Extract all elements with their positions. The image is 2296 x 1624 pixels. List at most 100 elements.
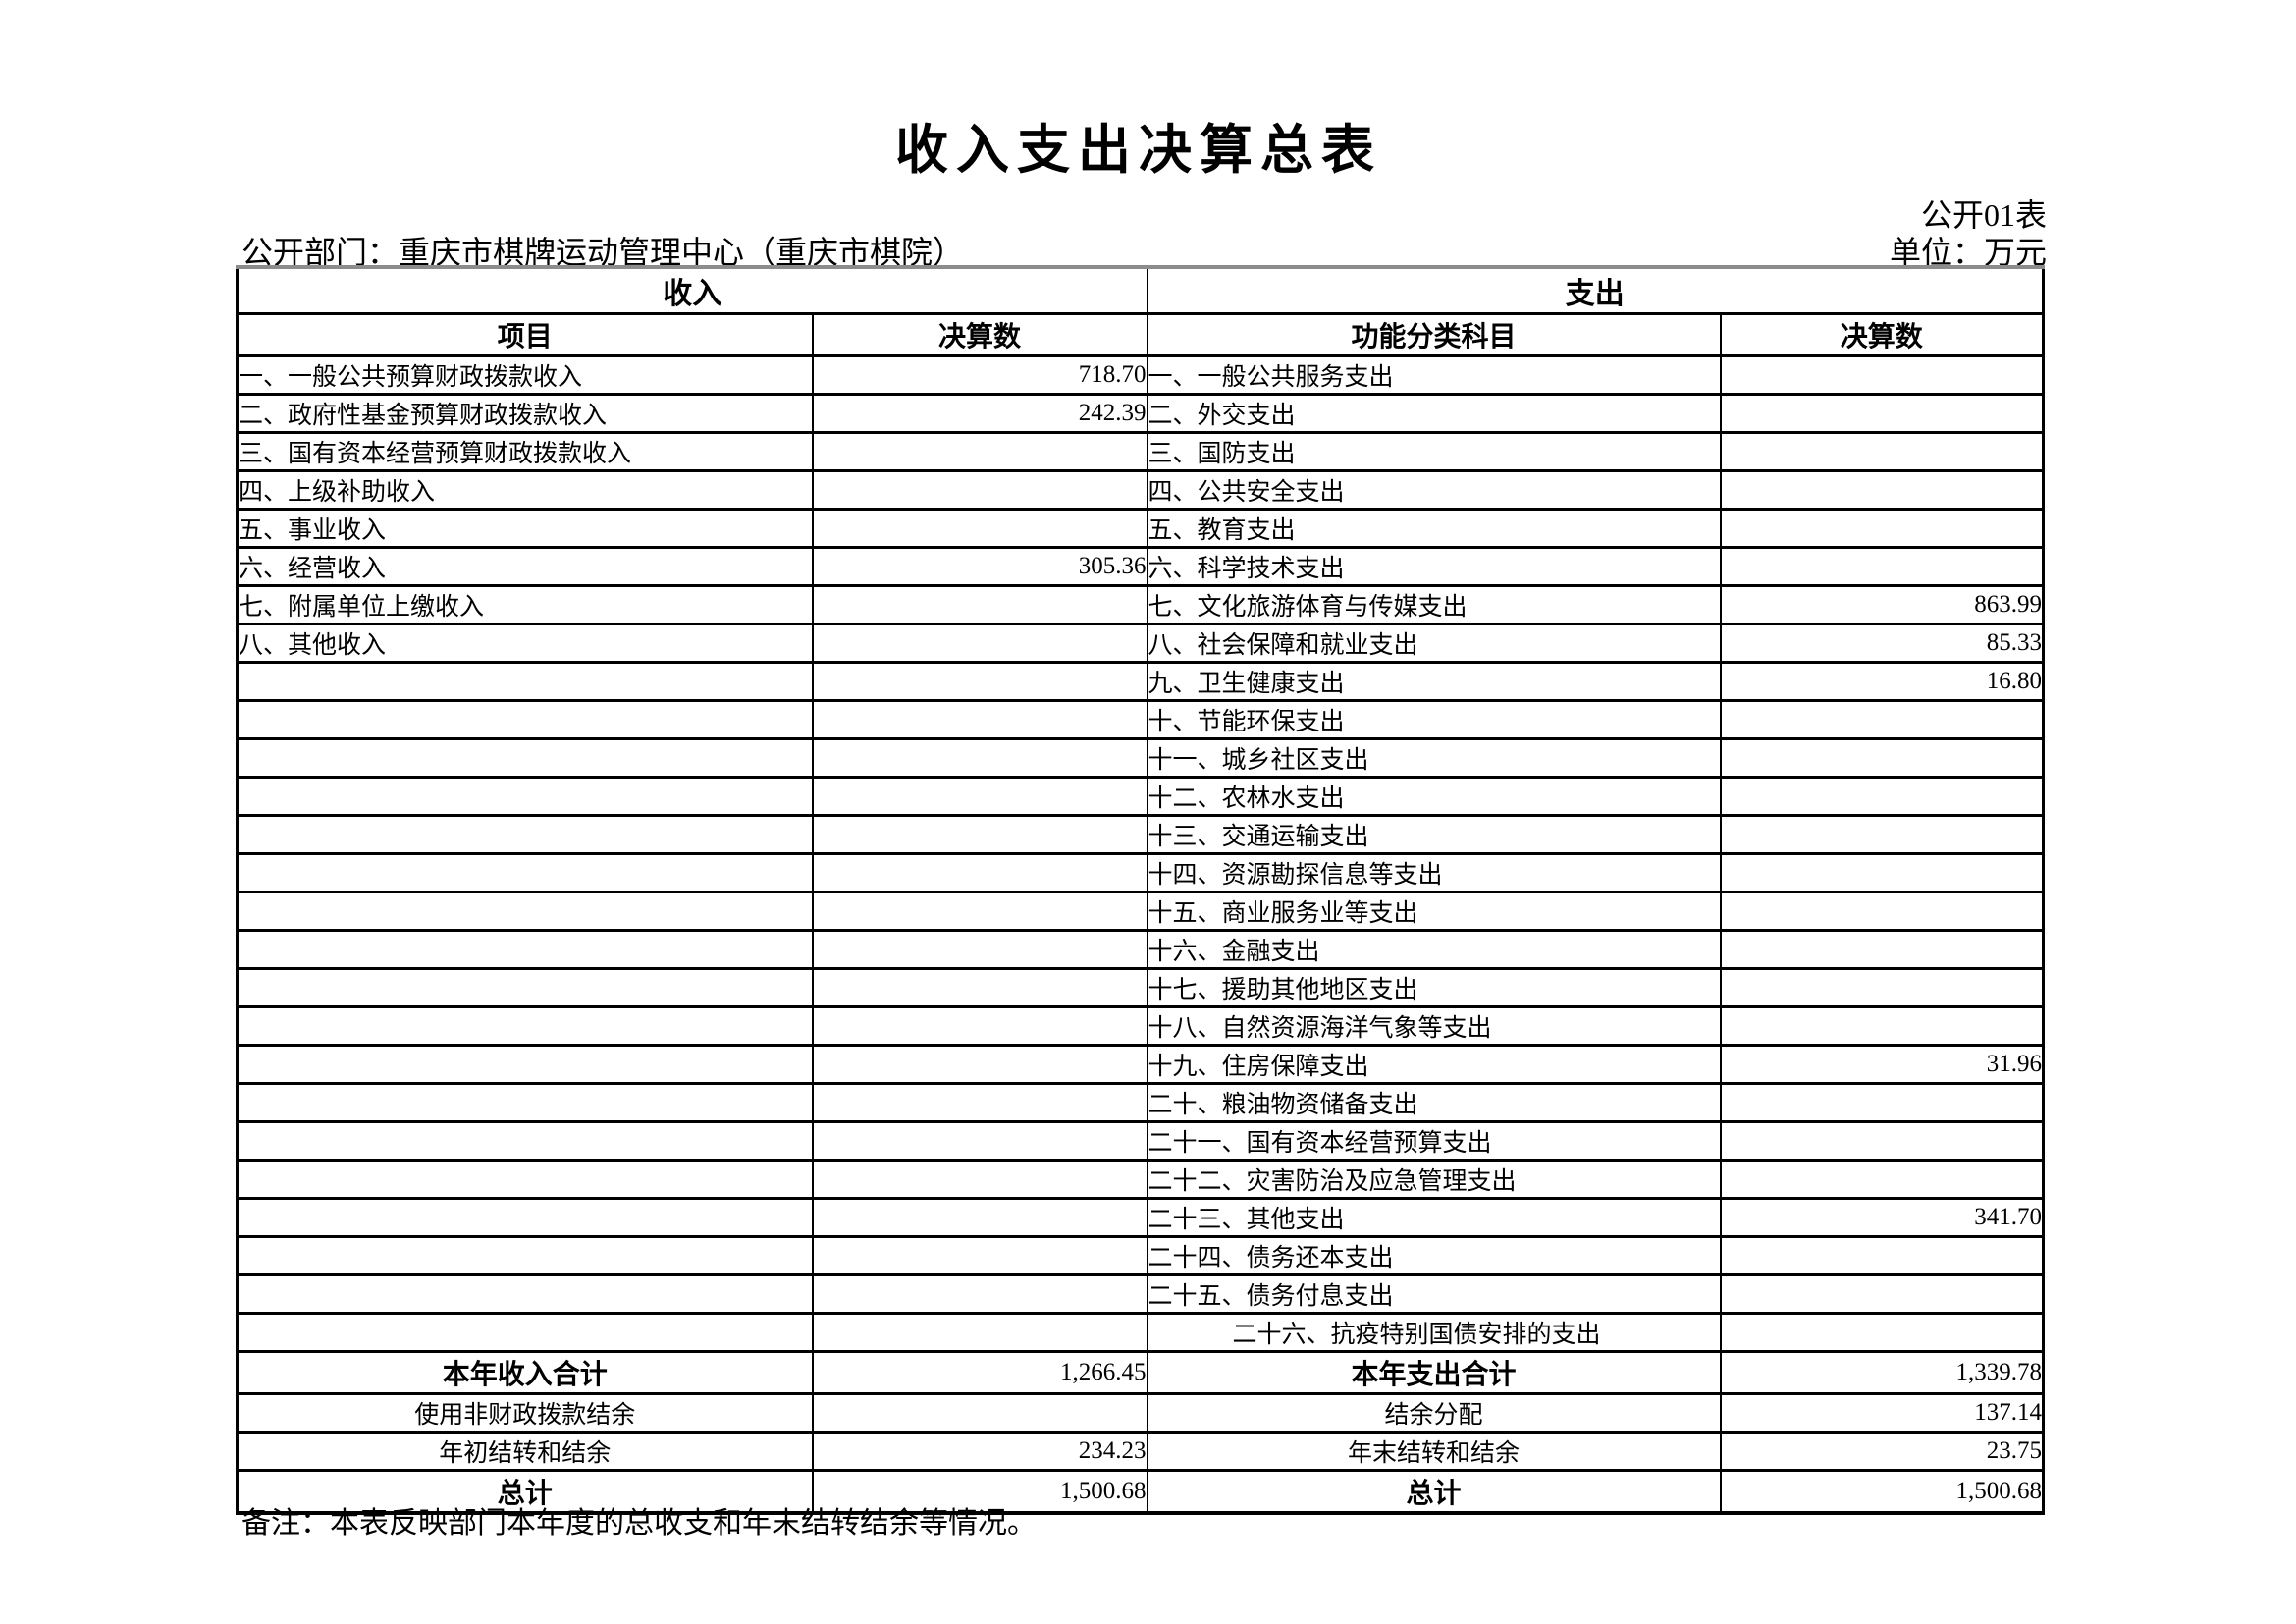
income-value-cell [811,1235,1148,1276]
expense-value-cell [1719,431,2045,472]
income-summary-label-cell: 本年收入合计 [236,1350,814,1395]
expense-value-cell [1719,814,2045,855]
expense-item-cell: 七、文化旅游体育与传媒支出 [1146,584,1722,625]
expense-summary-value-cell: 23.75 [1719,1431,2045,1472]
income-item-cell [236,737,814,779]
income-value-cell [811,776,1148,817]
income-item-cell [236,1082,814,1123]
table-row: 九、卫生健康支出 16.80 [236,661,2045,702]
unit-line: 单位：万元 [1889,235,2047,270]
expense-summary-label-cell: 本年支出合计 [1146,1350,1722,1395]
income-value-cell [811,737,1148,779]
expense-value-cell [1719,1159,2045,1200]
income-value-cell [811,891,1148,932]
expense-item-cell: 四、公共安全支出 [1146,469,1722,511]
table-row: 十七、援助其他地区支出 [236,967,2045,1008]
expense-value-cell: 863.99 [1719,584,2045,625]
remark-note: 备注：本表反映部门本年度的总收支和年末结转结余等情况。 [241,1507,1037,1540]
income-item-cell [236,699,814,740]
income-section-header: 收入 [236,265,1148,315]
expense-value-cell [1719,737,2045,779]
page-title: 收入支出决算总表 [895,121,1382,180]
expense-item-cell: 十九、住房保障支出 [1146,1044,1722,1085]
expense-item-cell: 二十一、国有资本经营预算支出 [1146,1120,1722,1162]
expense-item-cell: 十六、金融支出 [1146,929,1722,970]
table-row: 五、事业收入 五、教育支出 [236,508,2045,549]
income-item-cell [236,1273,814,1315]
income-item-cell: 五、事业收入 [236,508,814,549]
column-header-income-amount: 决算数 [811,312,1148,357]
column-header-function: 功能分类科目 [1146,312,1722,357]
table-row: 十、节能环保支出 [236,699,2045,740]
expense-value-cell [1719,508,2045,549]
expense-value-cell [1719,354,2045,396]
income-item-cell [236,1005,814,1047]
table-row: 二十四、债务还本支出 [236,1235,2045,1276]
table-row: 二十三、其他支出 341.70 [236,1197,2045,1238]
expense-item-cell: 十七、援助其他地区支出 [1146,967,1722,1008]
income-value-cell [811,1159,1148,1200]
expense-item-cell: 十二、农林水支出 [1146,776,1722,817]
income-item-cell [236,1159,814,1200]
income-summary-label-cell: 使用非财政拨款结余 [236,1392,814,1434]
expense-item-cell: 十八、自然资源海洋气象等支出 [1146,1005,1722,1047]
expense-item-cell: 十、节能环保支出 [1146,699,1722,740]
expense-value-cell [1719,699,2045,740]
department-line: 公开部门：重庆市棋牌运动管理中心（重庆市棋院） [241,235,965,270]
table-row: 十八、自然资源海洋气象等支出 [236,1005,2045,1047]
income-value-cell: 305.36 [811,546,1148,587]
income-item-cell [236,1235,814,1276]
expense-value-cell [1719,776,2045,817]
expense-summary-value-cell: 1,339.78 [1719,1350,2045,1395]
table-row: 二、政府性基金预算财政拨款收入 242.39 二、外交支出 [236,393,2045,434]
column-header-item: 项目 [236,312,814,357]
expense-value-cell [1719,1273,2045,1315]
expense-item-cell: 二十六、抗疫特别国债安排的支出 [1146,1312,1722,1353]
income-summary-label-cell: 总计 [236,1469,814,1515]
expense-summary-value-cell: 137.14 [1719,1392,2045,1434]
expense-item-cell: 二十、粮油物资储备支出 [1146,1082,1722,1123]
income-item-cell [236,814,814,855]
income-item-cell [236,891,814,932]
expense-summary-label-cell: 年末结转和结余 [1146,1431,1722,1472]
table-row: 六、经营收入 305.36 六、科学技术支出 [236,546,2045,587]
expense-summary-value-cell: 1,500.68 [1719,1469,2045,1515]
expense-value-cell [1719,891,2045,932]
income-summary-label-cell: 年初结转和结余 [236,1431,814,1472]
expense-section-header: 支出 [1146,265,2045,315]
income-value-cell [811,508,1148,549]
income-value-cell [811,1312,1148,1353]
expense-item-cell: 十三、交通运输支出 [1146,814,1722,855]
expense-value-cell: 16.80 [1719,661,2045,702]
income-item-cell [236,776,814,817]
income-value-cell [811,929,1148,970]
income-summary-value-cell: 234.23 [811,1431,1148,1472]
income-summary-value-cell: 1,500.68 [811,1469,1148,1515]
income-item-cell [236,967,814,1008]
section-header-row: 收入 支出 [236,265,2045,315]
income-value-cell [811,431,1148,472]
column-header-row: 项目 决算数 功能分类科目 决算数 [236,312,2045,357]
expense-value-cell: 85.33 [1719,623,2045,664]
income-item-cell: 六、经营收入 [236,546,814,587]
income-item-cell [236,1312,814,1353]
income-item-cell: 二、政府性基金预算财政拨款收入 [236,393,814,434]
expense-item-cell: 一、一般公共服务支出 [1146,354,1722,396]
income-value-cell: 718.70 [811,354,1148,396]
table-row: 十三、交通运输支出 [236,814,2045,855]
expense-value-cell [1719,546,2045,587]
table-row: 二十二、灾害防治及应急管理支出 [236,1159,2045,1200]
table-row: 二十一、国有资本经营预算支出 [236,1120,2045,1162]
table-row: 十六、金融支出 [236,929,2045,970]
income-value-cell [811,1005,1148,1047]
income-item-cell: 七、附属单位上缴收入 [236,584,814,625]
expense-summary-label-cell: 总计 [1146,1469,1722,1515]
table-body: 收入 支出 项目 决算数 功能分类科目 决算数 一、一般公共预算财政拨款收入 71… [236,265,2045,1515]
expense-summary-label-cell: 结余分配 [1146,1392,1722,1434]
income-value-cell [811,623,1148,664]
expense-value-cell [1719,1005,2045,1047]
expense-item-cell: 二十三、其他支出 [1146,1197,1722,1238]
summary-row: 年初结转和结余 234.23 年末结转和结余 23.75 [236,1431,2045,1472]
table-row: 二十六、抗疫特别国债安排的支出 [236,1312,2045,1353]
income-value-cell [811,699,1148,740]
